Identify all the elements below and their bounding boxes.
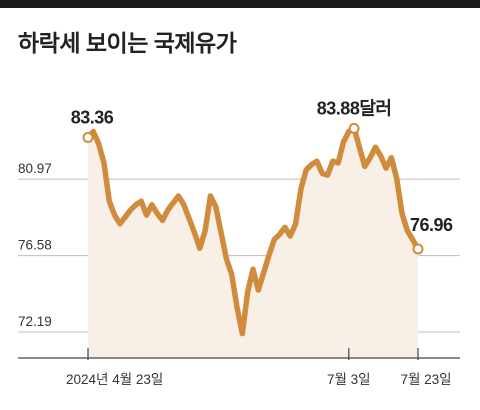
point-marker <box>412 243 424 255</box>
price-line <box>85 125 421 337</box>
area-fill <box>88 128 418 358</box>
point-marker <box>82 131 94 143</box>
top-rule <box>0 0 480 8</box>
x-tick-label: 7월 3일 <box>327 372 371 387</box>
data-label: 76.96 <box>410 215 453 235</box>
data-label: 83.36 <box>71 107 114 127</box>
y-tick-label: 80.97 <box>18 161 52 176</box>
data-label: 83.88달러 <box>317 98 392 118</box>
x-tick-label: 7월 23일 <box>400 372 451 387</box>
y-tick-label: 76.58 <box>18 238 52 253</box>
x-tick-label: 2024년 4월 23일 <box>66 372 163 387</box>
point-marker <box>348 122 360 134</box>
y-tick-label: 72.19 <box>18 314 52 329</box>
chart-title: 하락세 보이는 국제유가 <box>18 30 237 56</box>
